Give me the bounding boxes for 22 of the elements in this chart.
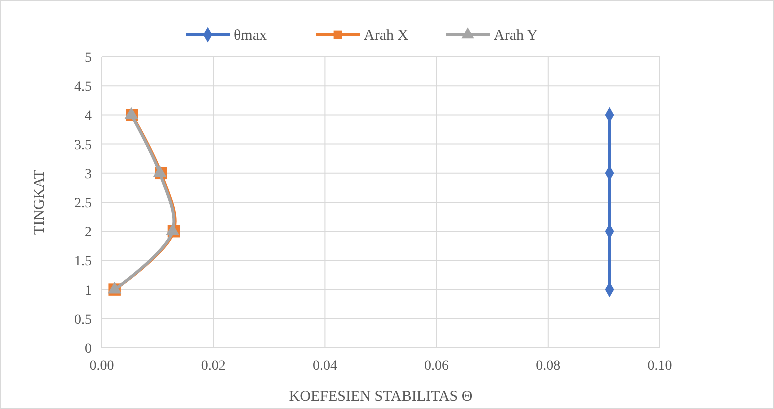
x-tick-label: 0.06 xyxy=(424,359,450,374)
y-tick-label: 4 xyxy=(85,109,92,124)
y-tick-label: 0 xyxy=(85,342,92,357)
x-tick-label: 0.02 xyxy=(201,359,226,374)
y-tick-label: 2.5 xyxy=(74,196,92,212)
y-tick-label: 2 xyxy=(85,226,92,241)
legend-label: θmax xyxy=(234,28,268,44)
y-tick-label: 5 xyxy=(85,51,92,66)
y-tick-label: 4.5 xyxy=(74,80,92,96)
y-axis-title: TINGKAT xyxy=(32,170,48,235)
legend-label: Arah Y xyxy=(494,28,538,44)
x-tick-label: 0.10 xyxy=(648,359,672,374)
y-tick-label: 1 xyxy=(85,284,92,299)
x-tick-label: 0.08 xyxy=(536,359,561,374)
legend-label: Arah X xyxy=(364,28,409,44)
y-tick-label: 3.5 xyxy=(74,138,92,154)
y-tick-label: 3 xyxy=(85,167,92,182)
x-tick-label: 0.04 xyxy=(312,359,338,374)
x-axis-title: KOEFESIEN STABILITAS Θ xyxy=(289,389,473,405)
y-tick-label: 1.5 xyxy=(74,254,92,270)
y-tick-label: 0.5 xyxy=(74,312,92,328)
x-tick-label: 0.00 xyxy=(90,359,114,374)
